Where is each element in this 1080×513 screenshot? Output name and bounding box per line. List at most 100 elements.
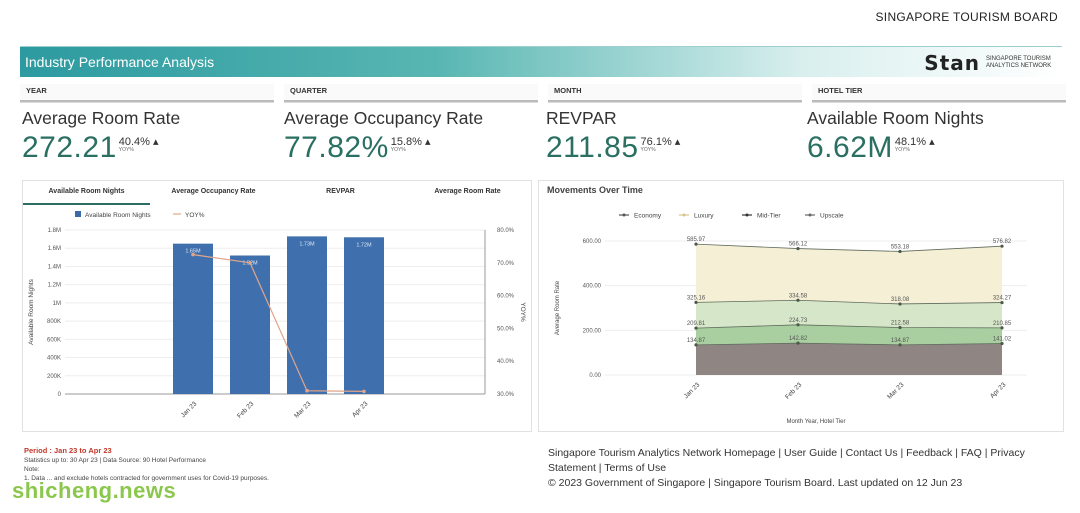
legend-label: YOY% — [185, 212, 205, 219]
series-data-label: 141.02 — [993, 337, 1012, 343]
y2-tick-label: 40.0% — [497, 359, 515, 365]
bar-data-label: 1.65M — [185, 249, 201, 255]
kpi-label: Average Occupancy Rate — [284, 108, 484, 128]
kpi-change: 15.8% — [390, 136, 422, 148]
y2-axis-title: YOY% — [519, 302, 526, 322]
legend-marker — [808, 213, 812, 217]
footer-link-homepage[interactable]: Singapore Tourism Analytics Network Home… — [548, 447, 776, 459]
kpi-label: REVPAR — [546, 108, 617, 128]
legend-marker — [622, 213, 626, 217]
kpi-value: 272.21 — [22, 131, 117, 164]
header-banner: Industry Performance Analysis Stan Singa… — [20, 46, 1062, 77]
footer-link-privacy[interactable]: Privacy Statement — [548, 447, 1025, 474]
legend-label: Available Room Nights — [85, 212, 151, 219]
y-tick-label: 1.2M — [48, 283, 61, 289]
y2-tick-label: 70.0% — [497, 261, 515, 267]
y-tick-label: 600K — [47, 337, 61, 343]
x-axis-title: Month Year, Hotel Tier — [786, 419, 845, 425]
tab-revpar[interactable]: REVPAR — [326, 188, 355, 195]
kpi-change: 48.1% — [894, 136, 927, 148]
kpi-average-occupancy-rate: Average Occupancy Rate 77.82% 15.8% ▴ YOY… — [284, 108, 484, 164]
legend-swatch-bar — [75, 211, 81, 217]
series-line — [695, 243, 1003, 252]
tab-average-room-rate[interactable]: Average Room Rate — [434, 188, 501, 195]
kpi-revpar: REVPAR 211.85 76.1% ▴ YOY% — [546, 108, 681, 164]
filter-quarter[interactable]: QUARTER — [284, 84, 538, 102]
bar-data-label: 1.73M — [299, 241, 315, 247]
tab-average-occupancy-rate[interactable]: Average Occupancy Rate — [171, 188, 256, 195]
bar — [344, 237, 384, 394]
series-data-label: 324.27 — [993, 296, 1012, 302]
series-data-label: 334.58 — [789, 293, 808, 299]
y-tick-label: 200.00 — [583, 328, 602, 334]
note-heading: Note: — [24, 466, 40, 473]
series-point — [1000, 341, 1004, 346]
series-point — [694, 343, 698, 347]
series-point — [796, 341, 800, 345]
filter-hotel-tier[interactable]: HOTEL TIER — [812, 84, 1066, 102]
series-data-label: 210.85 — [993, 321, 1012, 327]
y2-tick-label: 50.0% — [497, 326, 515, 332]
y-tick-label: 1.8M — [48, 228, 61, 234]
bar — [173, 243, 213, 394]
yoy-point — [191, 252, 195, 257]
y2-tick-label: 60.0% — [497, 294, 515, 300]
series-data-label: 224.73 — [789, 318, 808, 324]
y-tick-label: 0.00 — [589, 373, 601, 379]
legend-label: Luxury — [694, 213, 714, 220]
footer-link-contact-us[interactable]: Contact Us — [845, 447, 898, 459]
footer-link-user-guide[interactable]: User Guide — [783, 447, 838, 459]
y-tick-label: 600.00 — [583, 239, 602, 245]
series-data-label: 209.81 — [687, 321, 706, 327]
y2-tick-label: 30.0% — [497, 392, 515, 398]
y2-tick-label: 80.0% — [497, 228, 515, 234]
footer-link-faq[interactable]: FAQ — [960, 447, 982, 459]
watermark: shicheng.news — [12, 478, 177, 503]
x-tick-label: Feb 23 — [236, 400, 256, 420]
footer-link-terms[interactable]: Terms of Use — [604, 462, 667, 474]
kpi-value: 211.85 — [546, 131, 639, 164]
kpi-value: 6.62M — [807, 131, 893, 164]
x-tick-label: Apr 23 — [351, 400, 370, 419]
y-tick-label: 200K — [47, 374, 61, 380]
series-data-label: 576.82 — [993, 239, 1012, 245]
bar — [287, 236, 327, 394]
kpi-yoy-label: YOY% — [390, 147, 406, 153]
footer: Singapore Tourism Analytics Network Home… — [548, 446, 1048, 491]
series-data-label: 566.12 — [789, 242, 808, 248]
y-tick-label: 0 — [58, 392, 62, 398]
legend-label: Mid-Tier — [757, 213, 781, 220]
series-point — [694, 242, 698, 246]
stan-logo[interactable]: Stan Singapore Tourism Analytics Network — [924, 51, 1056, 75]
kpi-label: Average Room Rate — [22, 108, 181, 128]
kpi-yoy-label: YOY% — [640, 147, 656, 153]
x-tick-label: Jan 23 — [683, 381, 702, 400]
series-data-label: 142.82 — [789, 336, 808, 342]
data-status: Statistics up to: 30 Apr 23 | Data Sourc… — [24, 457, 206, 464]
legend-label: Economy — [634, 213, 662, 220]
series-data-label: 212.58 — [891, 321, 910, 327]
y-tick-label: 1.4M — [48, 264, 61, 270]
filter-year[interactable]: YEAR — [20, 84, 274, 102]
series-line — [695, 342, 1003, 346]
y-tick-label: 1M — [53, 301, 61, 307]
yoy-point — [248, 261, 252, 265]
y-tick-label: 400K — [47, 356, 61, 362]
series-line — [695, 324, 1003, 329]
kpi-available-room-nights: Available Room Nights 6.62M 48.1% ▴ YOY% — [807, 108, 984, 164]
tab-available-room-nights[interactable]: Available Room Nights — [23, 181, 150, 205]
series-point — [898, 302, 902, 306]
org-title: SINGAPORE TOURISM BOARD — [875, 10, 1058, 24]
kpi-change: 76.1% — [640, 136, 672, 148]
filter-month[interactable]: MONTH — [548, 84, 802, 102]
area-economy — [696, 343, 1002, 375]
footer-link-feedback[interactable]: Feedback — [906, 447, 953, 459]
series-point — [898, 343, 902, 347]
kpi-yoy-label: YOY% — [894, 147, 910, 153]
series-data-label: 318.08 — [891, 297, 910, 303]
room-nights-chart: Available Room Nights YOY% 0 200K 400K 600K 80… — [28, 211, 526, 420]
kpi-yoy-label: YOY% — [118, 147, 134, 153]
series-point — [796, 246, 800, 251]
x-tick-label: Jan 23 — [180, 400, 199, 419]
series-point — [898, 325, 902, 330]
